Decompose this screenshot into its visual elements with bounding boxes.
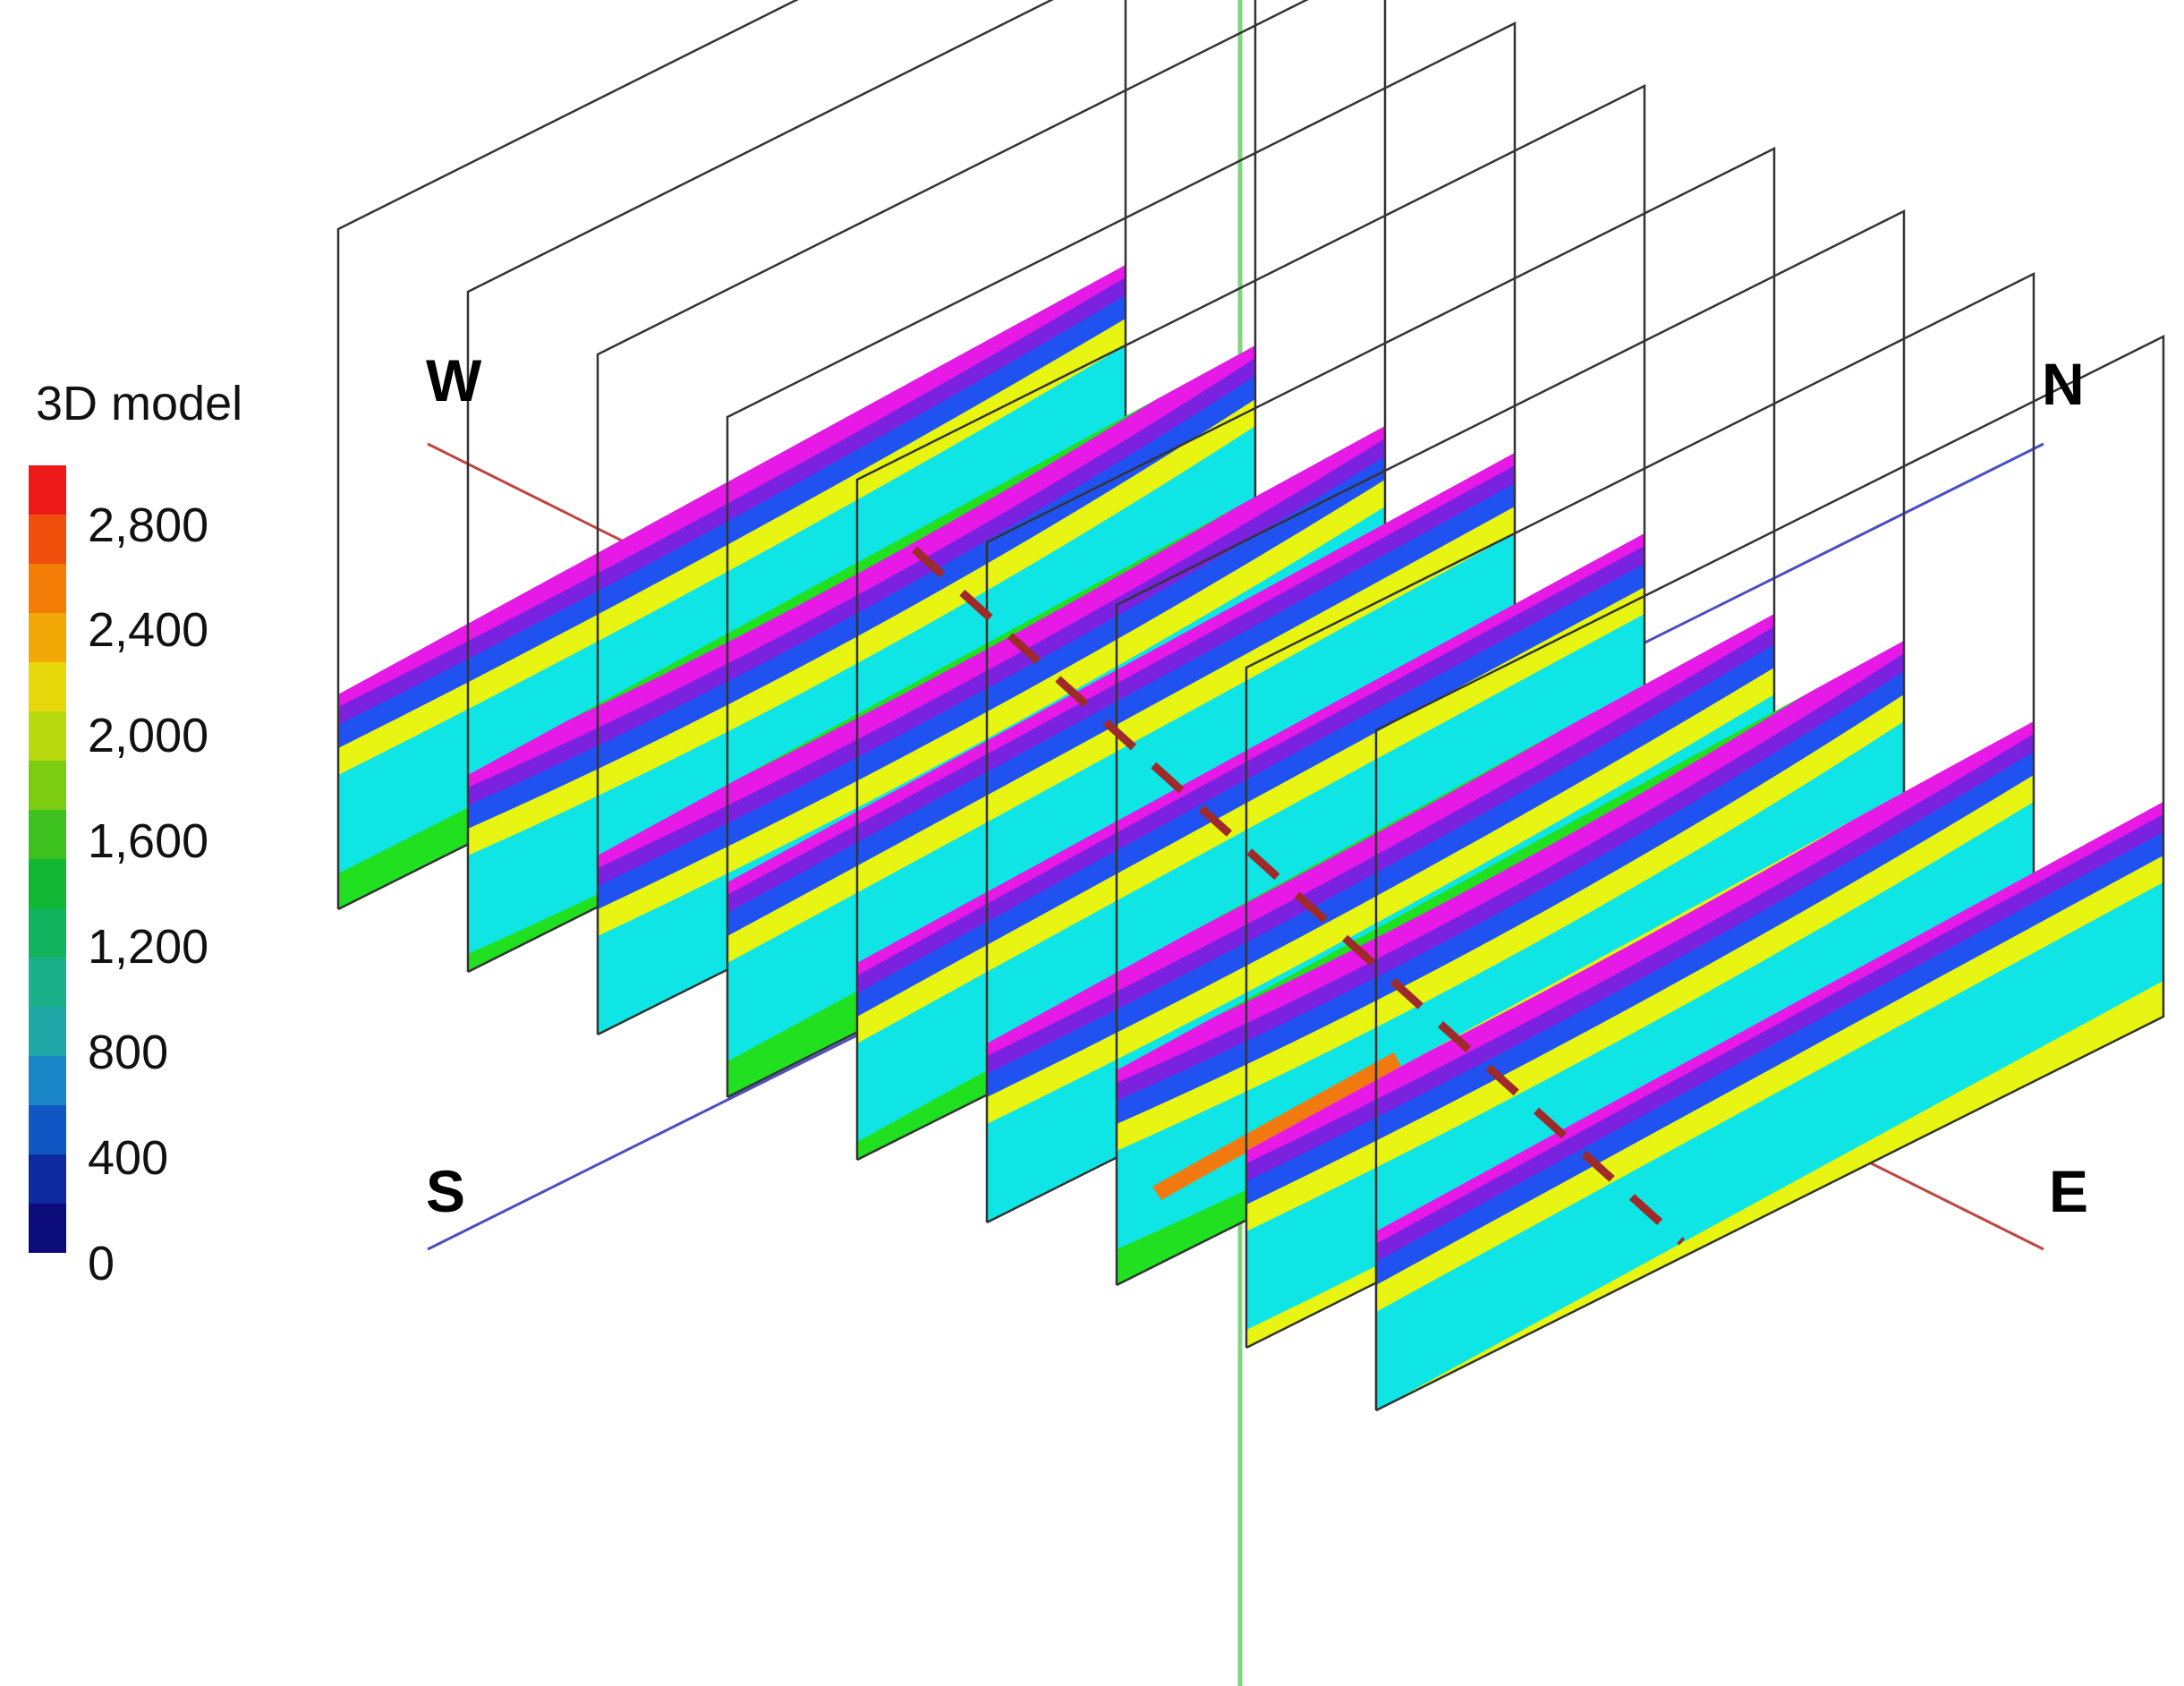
slice-layer-band xyxy=(727,507,1515,1061)
legend-color-step xyxy=(29,1007,66,1056)
slice-fill xyxy=(338,265,1126,909)
slice-layer-band xyxy=(857,587,1644,1142)
legend-color-step xyxy=(29,465,66,515)
legend-color-step xyxy=(29,515,66,564)
legend-tick-2800: 2,800 xyxy=(88,498,209,552)
slice-layer-band xyxy=(1246,721,2034,1163)
color-legend: 3D model 2,800 2,400 2,000 1,600 1,200 8… xyxy=(0,0,295,1342)
slice-layer-band xyxy=(338,265,1126,707)
slice-group xyxy=(336,0,2165,1412)
legend-tick-400: 400 xyxy=(88,1131,169,1185)
legend-tick-2400: 2,400 xyxy=(88,603,209,657)
slice-layer-band xyxy=(598,426,1385,868)
legend-color-step xyxy=(29,810,66,859)
legend-color-step xyxy=(29,1105,66,1154)
legend-tick-800: 800 xyxy=(88,1026,169,1079)
legend-color-step xyxy=(29,662,66,711)
legend-color-step xyxy=(29,1056,66,1105)
legend-color-step xyxy=(29,958,66,1007)
legend-color-bar xyxy=(29,465,66,1253)
slice-layer-band xyxy=(1376,856,2163,1410)
dashed-trend-line xyxy=(911,546,1686,1246)
legend-color-step xyxy=(29,564,66,613)
legend-title: 3D model xyxy=(36,377,243,430)
compass-east-label: E xyxy=(2049,1158,2088,1224)
slice-frame xyxy=(1374,334,2165,1412)
legend-color-step xyxy=(29,711,66,761)
legend-color-step xyxy=(29,761,66,810)
legend-color-step xyxy=(29,613,66,662)
legend-color-step xyxy=(29,1204,66,1253)
slice-layer-band xyxy=(468,345,1255,788)
legend-color-step xyxy=(29,1154,66,1204)
legend-tick-2000: 2,000 xyxy=(88,709,209,762)
slice-layer-band xyxy=(1117,641,1904,1083)
compass-north-label: N xyxy=(2042,351,2085,417)
slice-fill xyxy=(1246,721,2034,1348)
legend-color-step xyxy=(29,859,66,908)
legend-tick-1200: 1,200 xyxy=(88,920,209,974)
slice-layer-band xyxy=(987,614,1774,1056)
legend-tick-0: 0 xyxy=(88,1237,115,1290)
legend-color-step xyxy=(29,908,66,958)
cross-section-slice xyxy=(336,0,1127,911)
slice-hot-layer xyxy=(1152,1052,1403,1200)
cross-section-slice xyxy=(1245,271,2035,1350)
legend-tick-1600: 1,600 xyxy=(88,814,209,868)
slice-fill xyxy=(468,345,1255,972)
compass-west-label: W xyxy=(426,347,482,413)
cross-section-slice xyxy=(466,0,1257,974)
compass-south-label: S xyxy=(426,1158,465,1224)
